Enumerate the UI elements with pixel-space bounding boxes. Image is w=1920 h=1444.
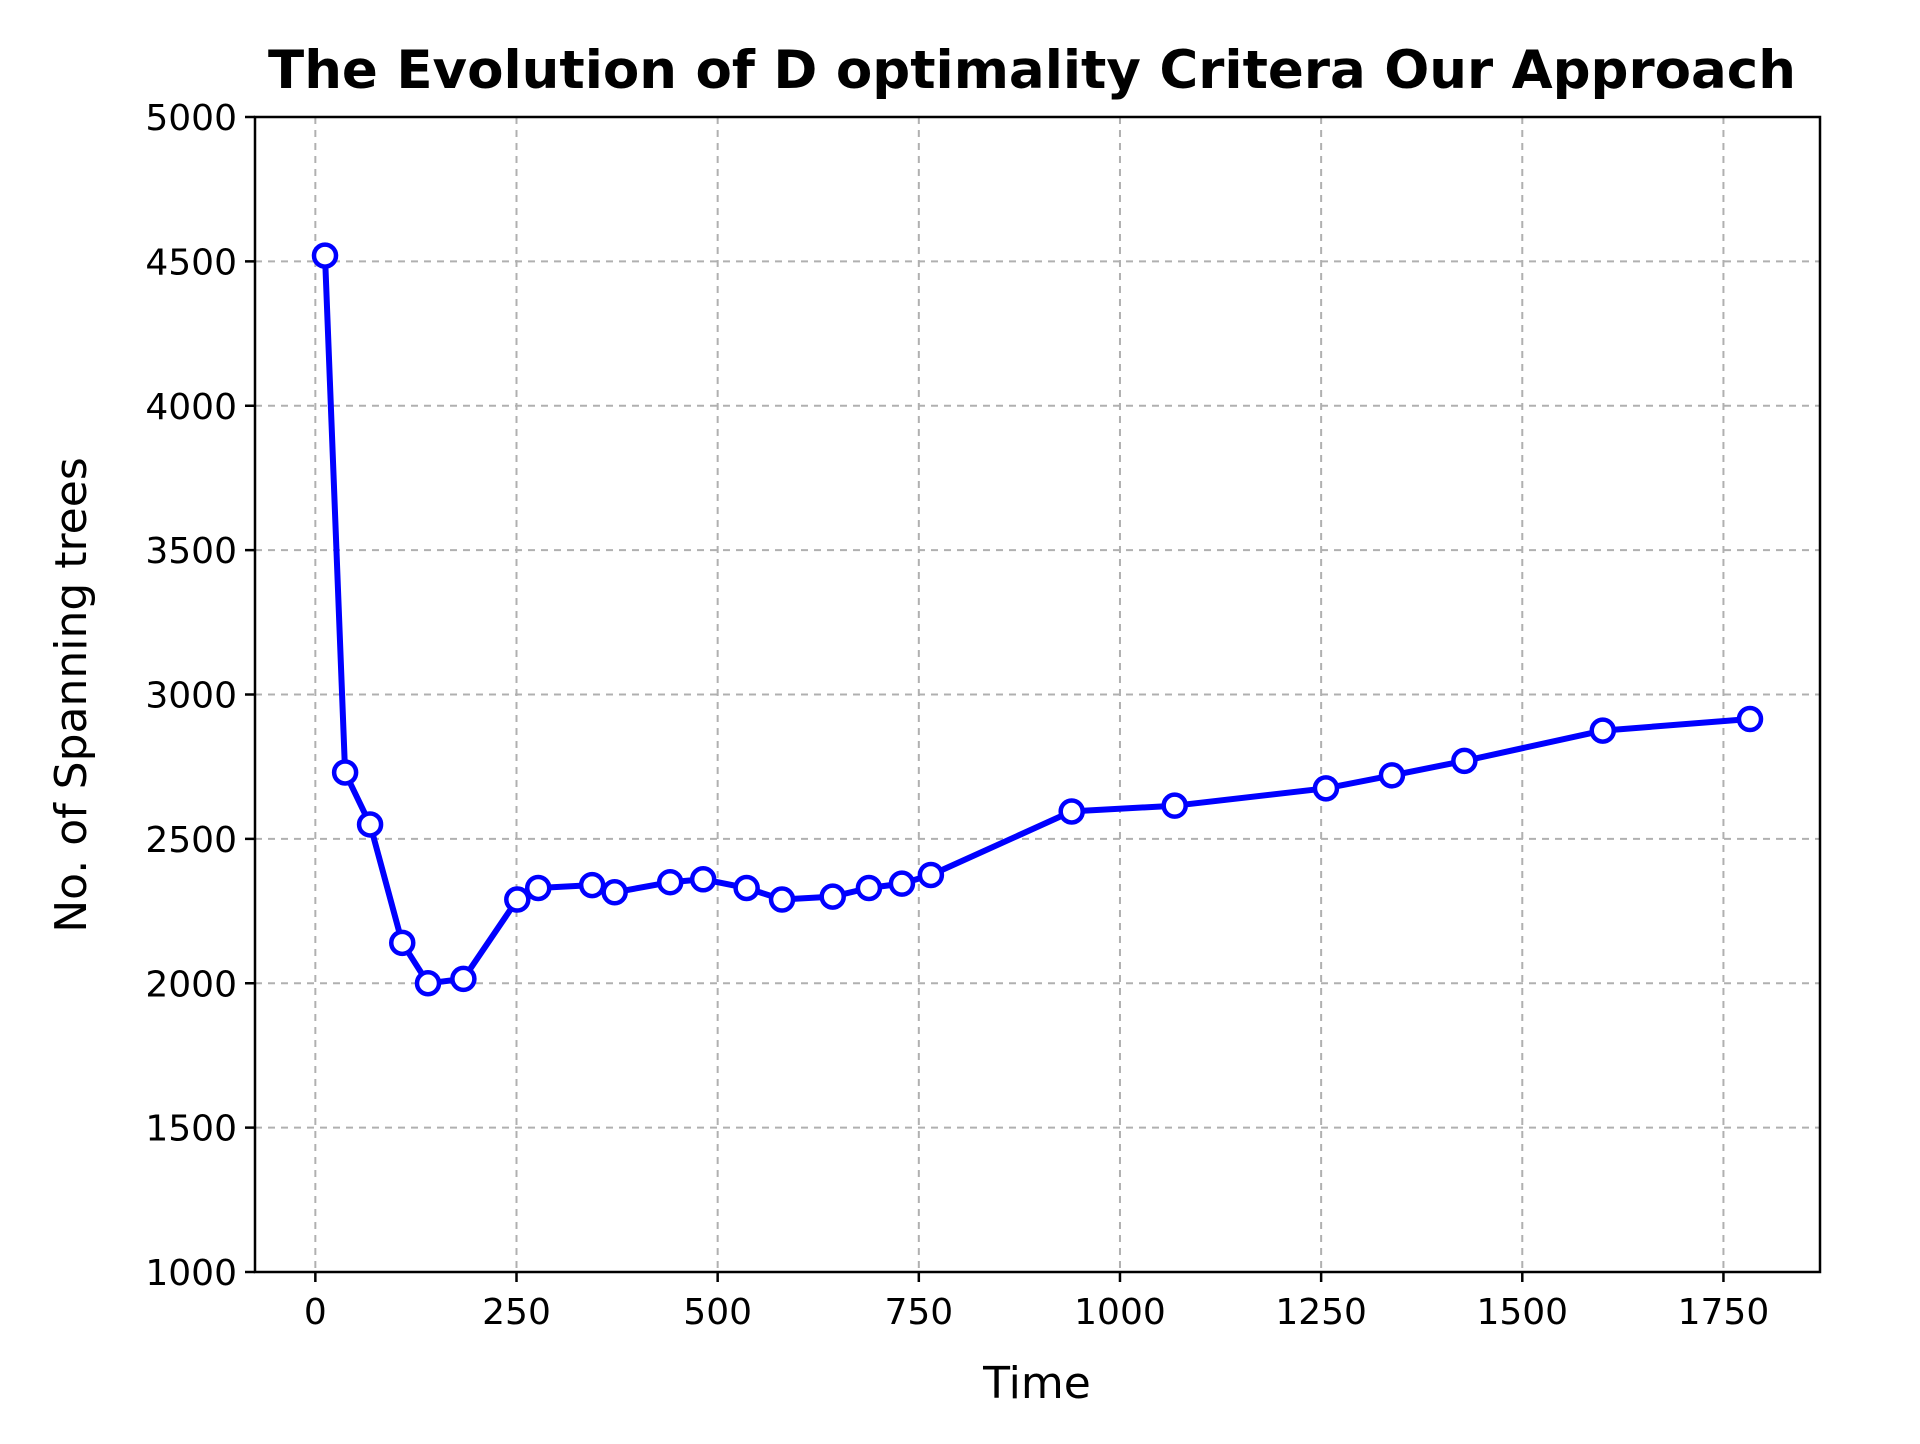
data-point bbox=[1378, 762, 1406, 789]
data-point bbox=[1312, 775, 1340, 802]
x-tick-label: 250 bbox=[482, 1292, 551, 1333]
y-axis-ticks: 1000 1500 2000 2500 3000 3500 4000 4500 5000 bbox=[145, 98, 255, 1294]
y-tick-label: 1500 bbox=[145, 1109, 237, 1150]
data-point bbox=[524, 874, 552, 902]
data-point bbox=[733, 874, 760, 902]
data-point bbox=[1451, 747, 1478, 775]
data-point bbox=[689, 866, 717, 893]
y-tick-label: 5000 bbox=[145, 98, 237, 139]
y-tick-label: 2500 bbox=[145, 820, 237, 861]
x-tick-label: 0 bbox=[304, 1292, 327, 1333]
data-point bbox=[1161, 792, 1188, 819]
grid-lines bbox=[255, 117, 1820, 1272]
x-axis-ticks: 0 250 500 750 1000 1250 1500 1750 bbox=[304, 1272, 1769, 1333]
x-tick-label: 1500 bbox=[1476, 1292, 1568, 1333]
y-axis-label: No. of Spanning trees bbox=[46, 457, 97, 933]
y-tick-label: 3500 bbox=[145, 531, 237, 572]
data-point bbox=[311, 242, 339, 269]
x-tick-label: 500 bbox=[683, 1292, 752, 1333]
series-line bbox=[322, 252, 1753, 987]
data-point bbox=[414, 970, 442, 997]
data-series bbox=[311, 242, 1764, 997]
data-point bbox=[450, 965, 477, 993]
data-point bbox=[768, 886, 796, 913]
y-tick-label: 4000 bbox=[145, 387, 237, 428]
data-point bbox=[601, 879, 628, 906]
data-point bbox=[388, 929, 416, 957]
data-point bbox=[855, 874, 883, 902]
data-point bbox=[656, 868, 684, 896]
chart-title: The Evolution of D optimality Critera Ou… bbox=[268, 40, 1796, 101]
x-tick-label: 1750 bbox=[1678, 1292, 1770, 1333]
y-tick-label: 4500 bbox=[145, 242, 237, 283]
data-point bbox=[1058, 798, 1085, 825]
data-point bbox=[504, 886, 531, 913]
y-tick-label: 1000 bbox=[145, 1253, 237, 1294]
data-point bbox=[331, 759, 359, 786]
x-tick-label: 1250 bbox=[1275, 1292, 1367, 1333]
data-point bbox=[1736, 705, 1764, 733]
data-point bbox=[356, 811, 384, 838]
y-tick-label: 2000 bbox=[145, 964, 237, 1005]
data-point bbox=[888, 870, 916, 897]
data-point bbox=[578, 871, 606, 899]
y-tick-label: 3000 bbox=[145, 676, 237, 717]
x-tick-label: 750 bbox=[884, 1292, 953, 1333]
data-point bbox=[917, 861, 945, 889]
x-axis-label: Time bbox=[982, 1358, 1091, 1409]
x-tick-label: 1000 bbox=[1074, 1292, 1166, 1333]
data-point bbox=[1589, 717, 1617, 744]
data-point bbox=[819, 883, 846, 910]
